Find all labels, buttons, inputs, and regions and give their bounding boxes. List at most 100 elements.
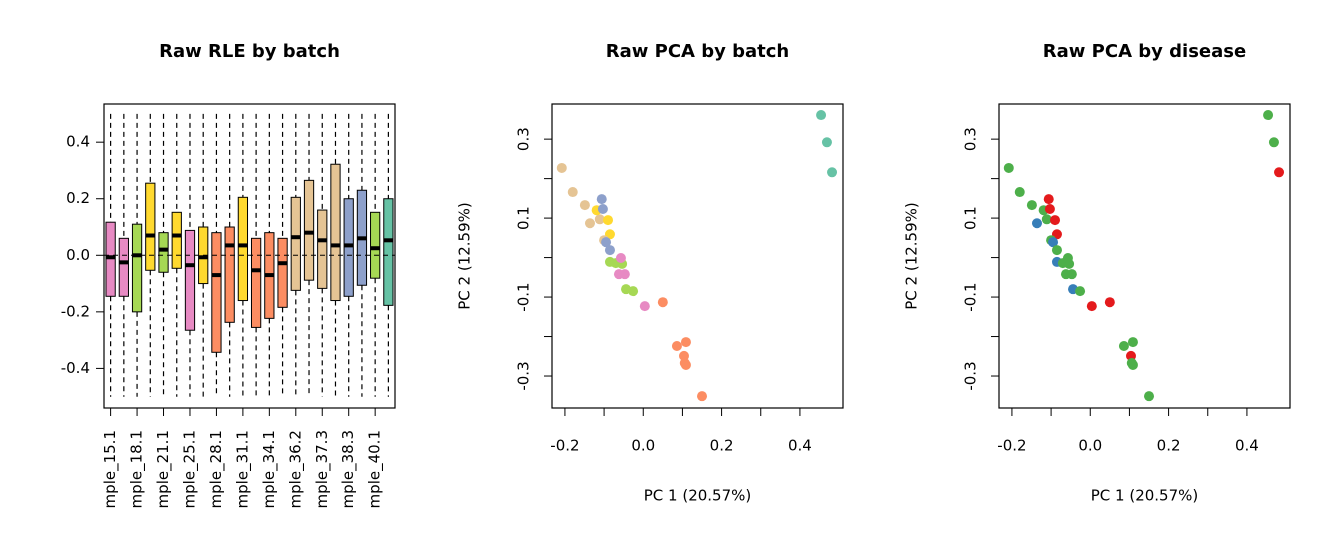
chart-title: Raw RLE by batch [159, 41, 340, 62]
x-tick-label: 0.0 [1078, 437, 1102, 455]
point [816, 110, 827, 121]
point [1026, 200, 1037, 211]
x-tick-label: -0.2 [997, 437, 1026, 455]
point [1003, 162, 1014, 173]
x-tick-label: mple_15.1 [101, 430, 120, 508]
x-tick-label: 0.0 [631, 437, 655, 455]
point [1104, 297, 1115, 308]
point [579, 200, 590, 211]
box [131, 223, 143, 313]
x-tick-label: mple_40.1 [366, 430, 385, 508]
point [1041, 214, 1052, 225]
box [303, 179, 315, 281]
box [145, 182, 156, 271]
box [224, 226, 235, 323]
point [1051, 245, 1062, 256]
point [1127, 359, 1138, 370]
x-tick-label: 0.4 [788, 437, 812, 455]
x-axis-title: PC 1 (20.57%) [1091, 487, 1199, 505]
x-tick-label: -0.2 [550, 437, 579, 455]
x-tick-label: mple_21.1 [154, 430, 173, 508]
x-tick-label: mple_28.1 [207, 430, 226, 508]
point [657, 297, 668, 308]
point [639, 301, 650, 312]
box [250, 237, 262, 328]
point [603, 215, 614, 226]
point [594, 214, 605, 225]
point [1127, 337, 1138, 348]
y-tick-label: 0.0 [66, 246, 90, 264]
chart-title: Raw PCA by batch [606, 41, 790, 62]
x-tick-label: mple_18.1 [128, 430, 147, 508]
point [821, 137, 832, 148]
y-tick-label: -0.3 [962, 361, 980, 390]
point [1014, 187, 1025, 198]
y-tick-label: 0.3 [962, 127, 980, 151]
box [277, 237, 288, 308]
y-axis-title: PC 2 (12.59%) [903, 202, 921, 310]
point [827, 167, 838, 178]
point [1050, 215, 1061, 226]
y-axis-title: PC 2 (12.59%) [456, 202, 474, 310]
point [619, 269, 630, 280]
x-tick-label: mple_37.3 [313, 430, 332, 508]
point [680, 359, 691, 370]
point [1031, 218, 1042, 229]
point [680, 337, 691, 348]
plot-frame [103, 103, 396, 409]
box [118, 237, 129, 297]
x-tick-label: mple_31.1 [233, 430, 252, 508]
plot-frame [551, 103, 844, 409]
y-tick-label: -0.1 [962, 282, 980, 311]
point [1062, 252, 1073, 263]
point [1075, 286, 1086, 297]
box [330, 163, 341, 302]
point [567, 187, 578, 198]
y-tick-label: 0.2 [66, 189, 90, 207]
point [1274, 167, 1285, 178]
point [556, 162, 567, 173]
y-tick-label: -0.3 [515, 361, 533, 390]
box [383, 198, 394, 306]
box [211, 232, 222, 353]
plot-frame [998, 103, 1291, 409]
box [343, 198, 354, 297]
point [1066, 269, 1077, 280]
box [171, 211, 182, 269]
point [596, 194, 607, 205]
point [604, 245, 615, 256]
point [1086, 301, 1097, 312]
point [671, 341, 682, 352]
y-tick-label: -0.2 [61, 302, 90, 320]
point [601, 237, 612, 248]
chart-title: Raw PCA by disease [1043, 41, 1246, 62]
y-tick-label: 0.3 [515, 127, 533, 151]
plot-area [105, 113, 394, 397]
box [370, 211, 381, 279]
x-tick-label: 0.2 [1157, 437, 1181, 455]
x-tick-label: 0.4 [1235, 437, 1259, 455]
x-tick-label: mple_34.1 [260, 430, 279, 508]
y-tick-label: -0.1 [515, 282, 533, 311]
point [1043, 194, 1054, 205]
point [584, 218, 595, 229]
point [1044, 204, 1055, 215]
y-tick-label: 0.1 [515, 206, 533, 230]
point [1144, 391, 1155, 402]
box [237, 196, 249, 302]
box [290, 196, 301, 291]
x-tick-label: mple_38.3 [339, 430, 358, 508]
y-tick-label: 0.4 [66, 133, 90, 151]
point [697, 391, 708, 402]
box [158, 232, 169, 273]
box [184, 229, 196, 331]
x-axis-title: PC 1 (20.57%) [644, 487, 752, 505]
point [1048, 237, 1059, 248]
x-tick-label: mple_25.1 [180, 430, 199, 508]
point [615, 252, 626, 263]
point [1263, 110, 1274, 121]
box [317, 209, 328, 289]
point [1268, 137, 1279, 148]
